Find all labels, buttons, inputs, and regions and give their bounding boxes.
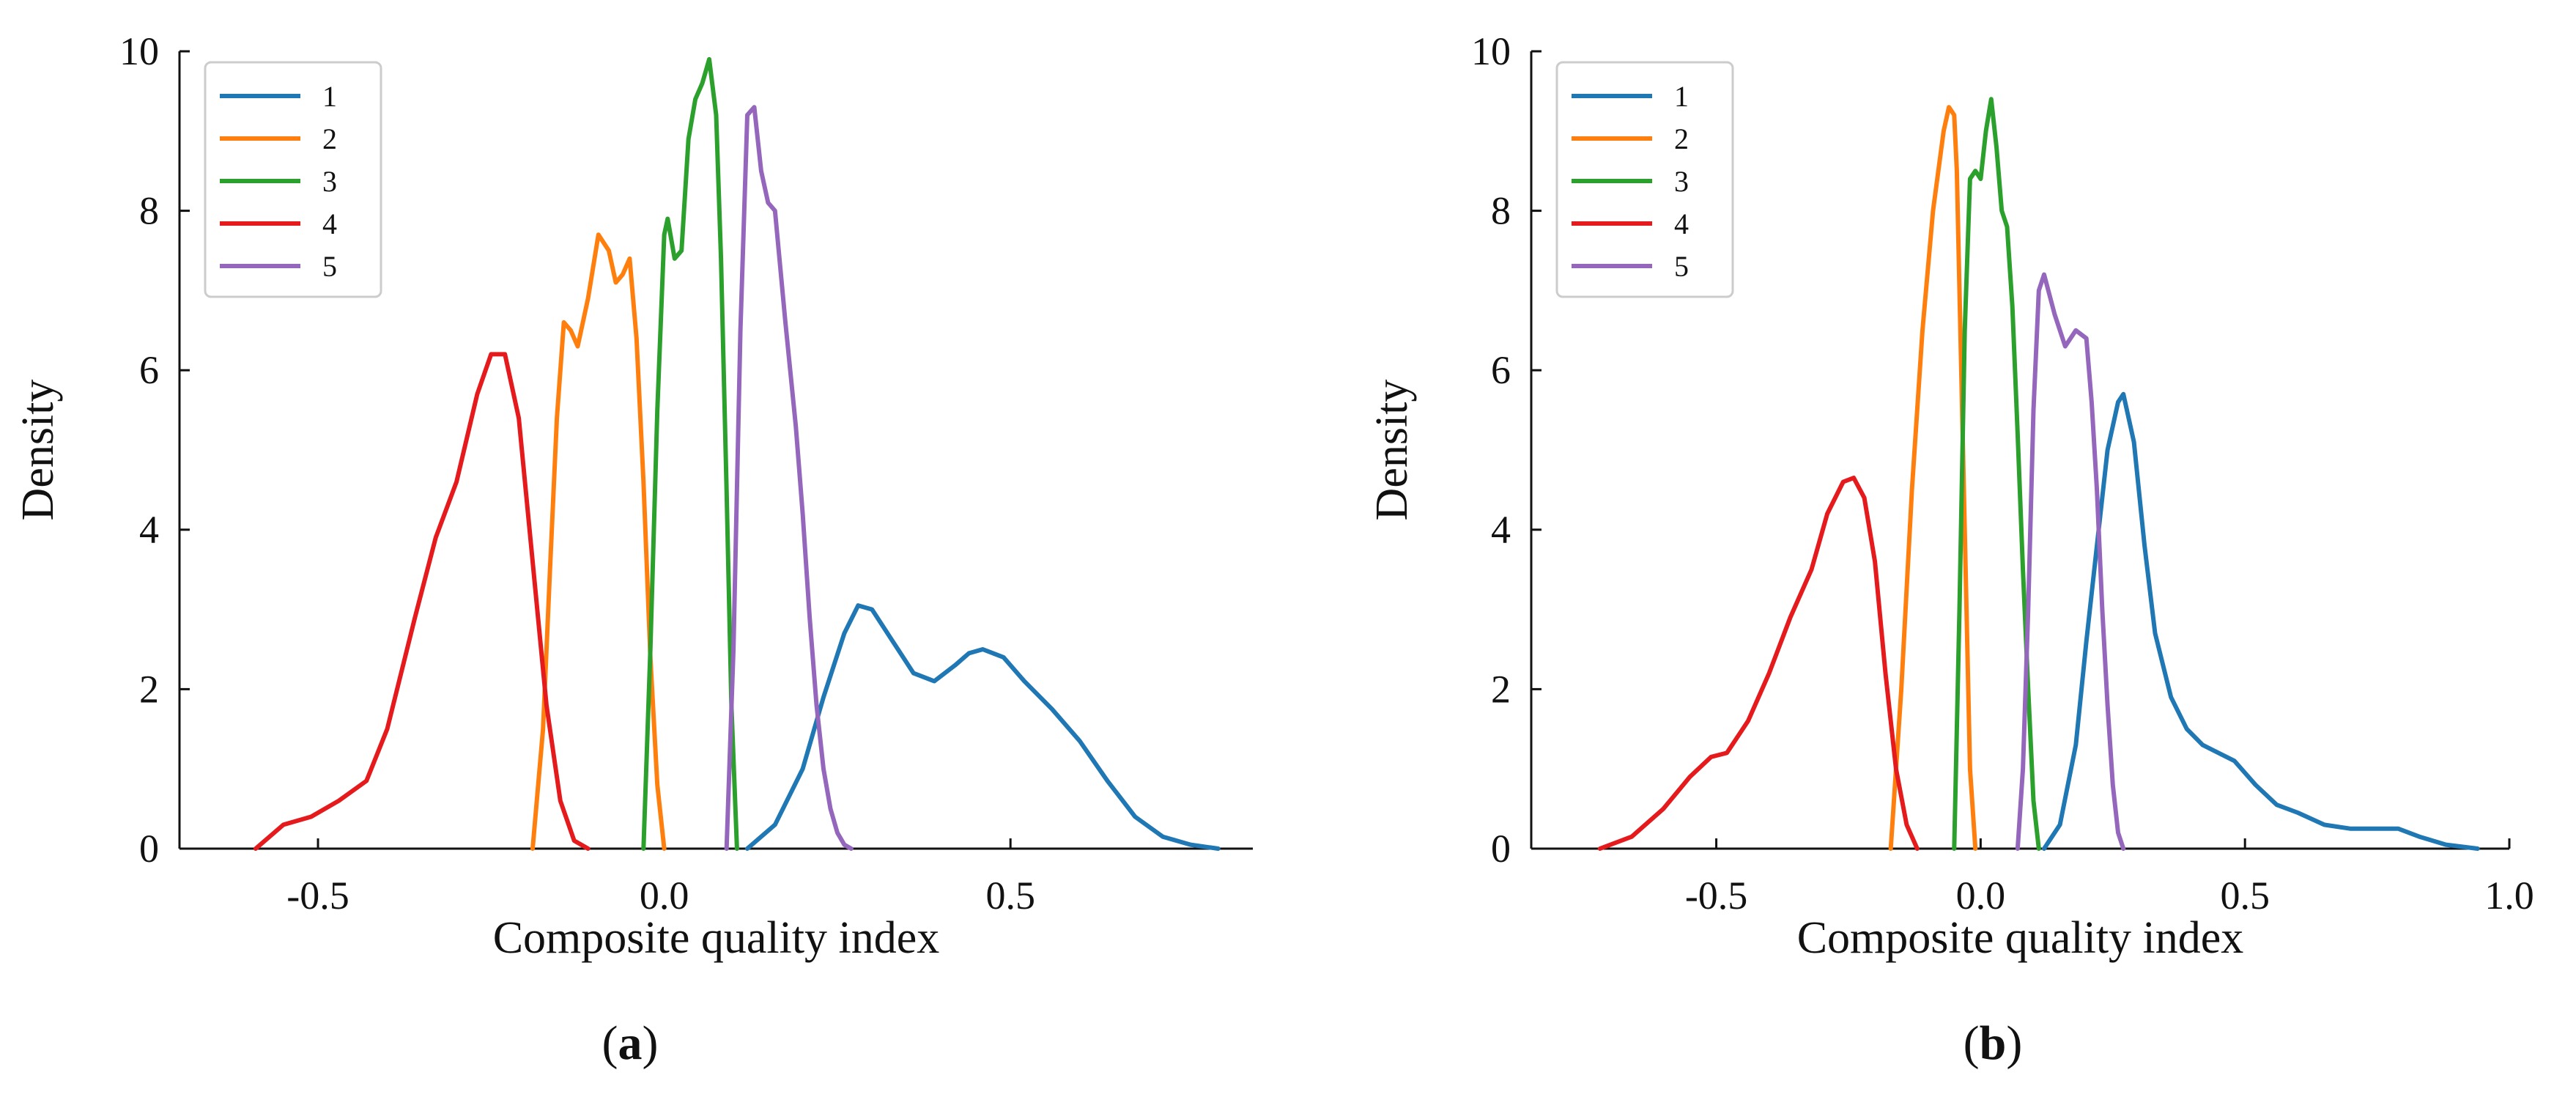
y-tick-label: 10 bbox=[119, 29, 159, 73]
x-tick-label: 0.0 bbox=[1956, 874, 2006, 918]
series-line-1 bbox=[745, 603, 1221, 851]
y-tick-label: 6 bbox=[139, 348, 159, 392]
legend-label-4: 4 bbox=[1674, 207, 1689, 240]
series-line-2 bbox=[530, 232, 667, 851]
y-tick-label: 4 bbox=[1491, 508, 1511, 552]
y-tick-label: 10 bbox=[1471, 29, 1511, 73]
y-axis-label: Density bbox=[1367, 380, 1417, 521]
series-line-3 bbox=[641, 56, 739, 851]
y-tick-label: 8 bbox=[139, 189, 159, 233]
legend-label-1: 1 bbox=[1674, 80, 1689, 113]
panel-caption: (a) bbox=[602, 1016, 659, 1070]
x-axis-label: Composite quality index bbox=[1797, 913, 2244, 963]
chart-panel-a: 0 2 4 6 8 10 -0.5 0.0 0.5 Composite quality index… bbox=[13, 29, 1253, 1070]
y-tick-label: 2 bbox=[139, 667, 159, 711]
x-tick-label: -0.5 bbox=[286, 874, 349, 918]
series-line-1 bbox=[2042, 391, 2480, 851]
legend-label-4: 4 bbox=[322, 207, 337, 240]
y-tick-label: 0 bbox=[139, 827, 159, 871]
x-tick-label: 0.0 bbox=[640, 874, 689, 918]
series-line-4 bbox=[253, 352, 591, 851]
series-line-3 bbox=[1952, 97, 2041, 851]
legend-label-3: 3 bbox=[322, 165, 337, 198]
y-tick-label: 2 bbox=[1491, 667, 1511, 711]
series-line-4 bbox=[1597, 476, 1920, 851]
x-tick-label: 0.5 bbox=[2220, 874, 2270, 918]
y-tick-label: 8 bbox=[1491, 189, 1511, 233]
legend-label-2: 2 bbox=[322, 122, 337, 155]
y-tick-label: 6 bbox=[1491, 348, 1511, 392]
legend-label-2: 2 bbox=[1674, 122, 1689, 155]
y-axis-label: Density bbox=[13, 380, 63, 521]
legend-label-1: 1 bbox=[322, 80, 337, 113]
legend-label-5: 5 bbox=[322, 250, 337, 283]
panel-letter: b bbox=[1980, 1016, 2007, 1070]
series-line-2 bbox=[1888, 105, 1978, 851]
x-axis-label: Composite quality index bbox=[493, 913, 940, 963]
panel-caption: (b) bbox=[1964, 1016, 2023, 1070]
legend-label-5: 5 bbox=[1674, 250, 1689, 283]
y-tick-label: 0 bbox=[1491, 827, 1511, 871]
x-tick-label: -0.5 bbox=[1685, 874, 1747, 918]
y-tick-label: 4 bbox=[139, 508, 159, 552]
chart-panel-b: 0 2 4 6 8 10 -0.5 0.0 0.5 1.0 Composite quality in… bbox=[1367, 29, 2534, 1070]
series-line-5 bbox=[724, 105, 854, 851]
x-tick-label: 1.0 bbox=[2484, 874, 2534, 918]
legend-label-3: 3 bbox=[1674, 165, 1689, 198]
panel-letter: a bbox=[618, 1016, 643, 1070]
series-line-5 bbox=[2015, 272, 2126, 851]
x-tick-label: 0.5 bbox=[985, 874, 1035, 918]
